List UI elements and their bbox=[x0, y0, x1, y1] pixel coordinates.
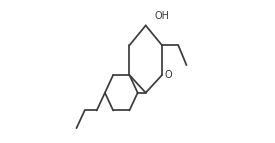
Text: O: O bbox=[164, 70, 172, 80]
Text: OH: OH bbox=[155, 11, 169, 21]
